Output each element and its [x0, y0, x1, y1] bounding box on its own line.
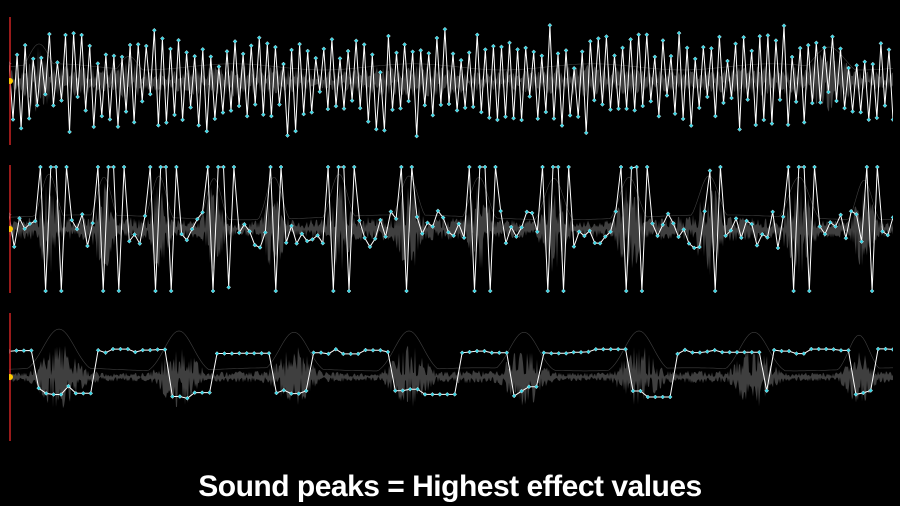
audio-waveform-fill: [9, 346, 893, 409]
track-3[interactable]: [8, 312, 892, 440]
track-2[interactable]: [8, 164, 892, 292]
caption-text: Sound peaks = Highest effect values: [0, 470, 900, 504]
track-1[interactable]: [8, 16, 892, 144]
audio-envelope-outline: [9, 174, 893, 220]
waveform-stage: { "canvas": { "width": 900, "height": 50…: [0, 0, 900, 506]
audio-waveform-fill: [9, 183, 893, 276]
